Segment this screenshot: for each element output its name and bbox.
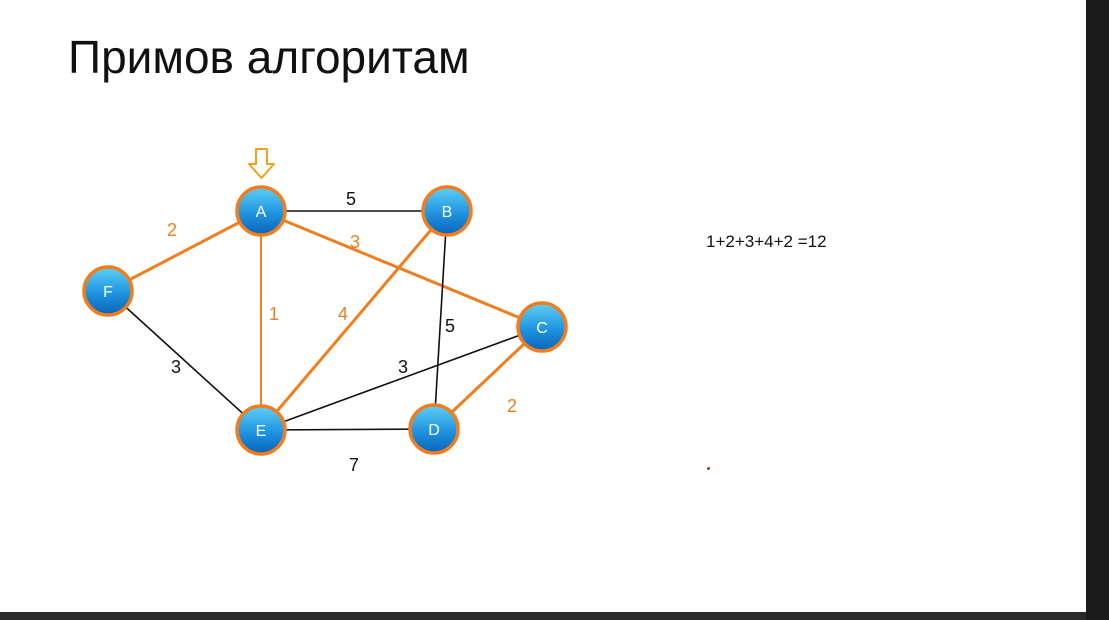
node-c: C	[516, 301, 568, 353]
node-label: A	[256, 204, 267, 221]
edge-weight-A-B: 5	[346, 189, 356, 209]
edge-labels-layer: 5 2 3 1 4 5 3 3 7 2	[167, 189, 517, 475]
edge-weight-E-C: 3	[398, 357, 408, 377]
edge-E-D	[260, 428, 435, 431]
node-circle	[516, 301, 568, 353]
start-marker	[248, 148, 275, 179]
stray-dot	[707, 467, 710, 470]
edge-B-D	[433, 210, 448, 430]
edge-weight-A-F: 2	[167, 220, 177, 240]
node-circle	[235, 404, 287, 456]
edges-layer	[106, 209, 544, 432]
node-circle	[408, 403, 460, 455]
edge-weight-F-E: 3	[171, 357, 181, 377]
down-arrow-icon	[248, 148, 275, 179]
node-e: E	[235, 404, 287, 456]
node-circle	[82, 265, 134, 317]
node-label: C	[536, 320, 548, 337]
edge-weight-E-D: 7	[349, 455, 359, 475]
bottom-window-edge	[0, 612, 1086, 620]
edge-weight-B-D: 5	[445, 316, 455, 336]
node-label: D	[428, 422, 440, 439]
node-a: A	[235, 185, 287, 237]
slide-title: Примов алгоритам	[68, 31, 470, 83]
node-label: F	[103, 284, 113, 301]
edge-A-C	[259, 209, 544, 329]
node-label: E	[256, 423, 267, 440]
edge-F-E	[107, 290, 262, 431]
node-circle	[421, 185, 473, 237]
edge-A-F	[106, 209, 263, 293]
graph-diagram: 5 2 3 1 4 5 3 3 7 2 A B C D E F	[82, 148, 568, 475]
edge-B-E	[259, 209, 449, 432]
edge-weight-A-C: 3	[350, 232, 360, 252]
slide: Примов алгоритам 5 2 3 1 4 5 3 3 7 2 A B C D E F 1+2+3…	[0, 0, 1086, 612]
edge-E-C	[260, 326, 543, 431]
edge-weight-C-D: 2	[507, 396, 517, 416]
node-d: D	[408, 403, 460, 455]
edge-weight-B-E: 4	[338, 304, 348, 324]
node-b: B	[421, 185, 473, 237]
node-label: B	[442, 204, 453, 221]
nodes-layer: A B C D E F	[82, 185, 568, 456]
node-f: F	[82, 265, 134, 317]
weight-sum-formula: 1+2+3+4+2 =12	[706, 232, 827, 251]
edge-weight-A-E: 1	[269, 304, 279, 324]
right-window-edge	[1086, 0, 1109, 620]
node-circle	[235, 185, 287, 237]
